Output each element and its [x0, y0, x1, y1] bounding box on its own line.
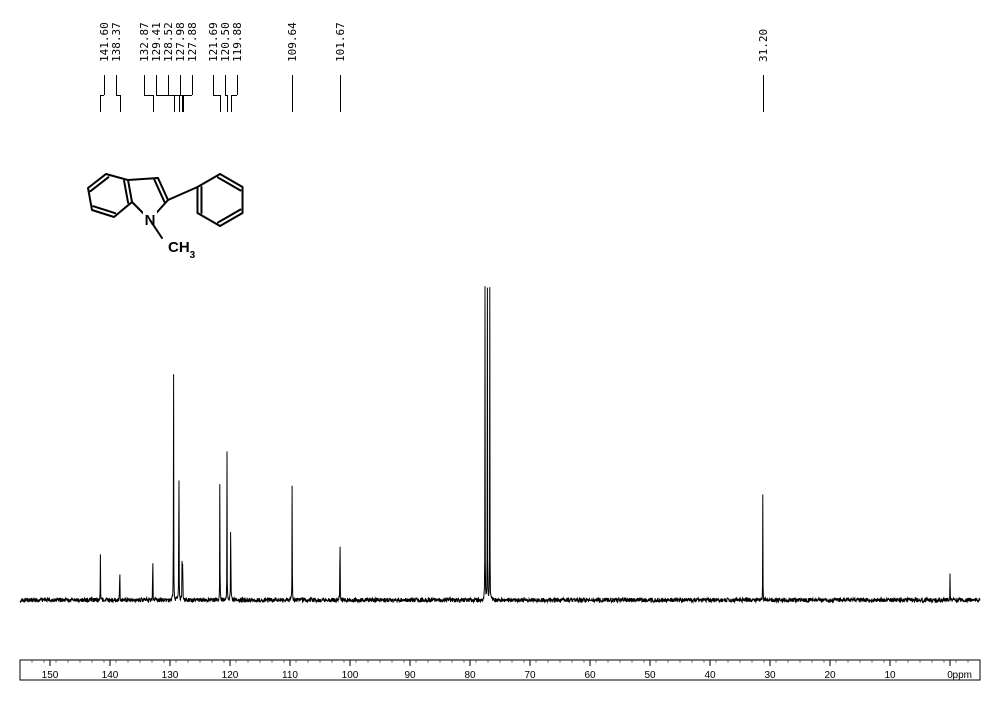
svg-text:20: 20 — [824, 670, 836, 681]
svg-text:140: 140 — [102, 670, 119, 681]
svg-text:50: 50 — [644, 670, 656, 681]
svg-text:100: 100 — [342, 670, 359, 681]
svg-text:150: 150 — [42, 670, 59, 681]
svg-text:60: 60 — [584, 670, 596, 681]
svg-text:70: 70 — [524, 670, 536, 681]
svg-text:40: 40 — [704, 670, 716, 681]
svg-text:110: 110 — [282, 670, 298, 681]
svg-text:30: 30 — [764, 670, 776, 681]
svg-text:130: 130 — [162, 670, 179, 681]
svg-text:80: 80 — [464, 670, 476, 681]
nmr-spectrum-figure: { "spectrum": { "type": "line", "x_axis"… — [0, 0, 1000, 712]
svg-text:10: 10 — [884, 670, 896, 681]
axis-unit-label: ppm — [953, 670, 972, 681]
svg-text:90: 90 — [404, 670, 416, 681]
spectrum-plot: 0102030405060708090100110120130140150ppm — [0, 0, 1000, 712]
svg-text:120: 120 — [222, 670, 239, 681]
